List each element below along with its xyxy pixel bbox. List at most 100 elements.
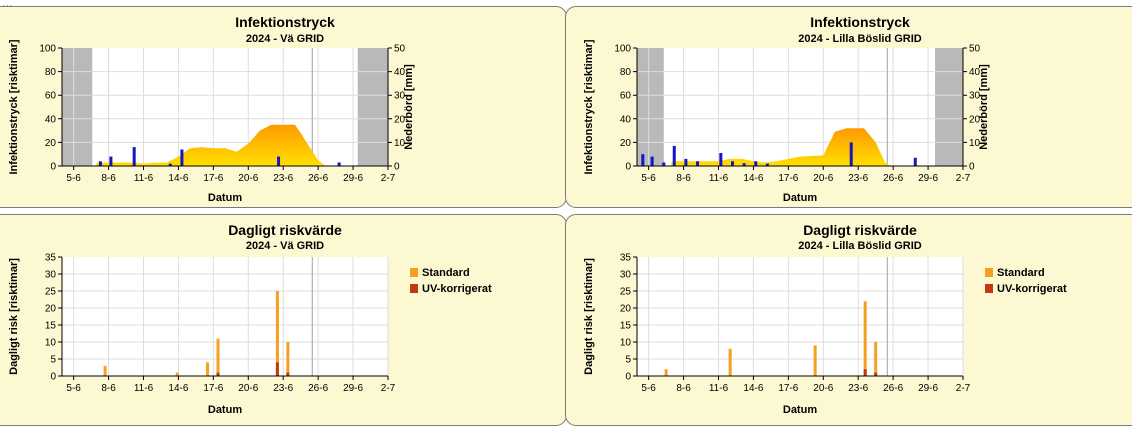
precipitation-bar [684, 158, 688, 166]
standard-bar [728, 348, 732, 376]
precipitation-bar [168, 163, 172, 166]
x-tick-label: 29-6 [918, 173, 938, 184]
x-tick-label: 17-6 [778, 383, 798, 394]
y-tick-label: 20 [620, 138, 632, 149]
y-tick-label: 15 [45, 321, 57, 332]
precipitation-bar [719, 153, 723, 166]
standard-bar [216, 338, 220, 376]
precipitation-bar [98, 161, 102, 166]
x-tick-label: 5-6 [66, 383, 81, 394]
daily-risk-panel-lilla-boslid: 0 5 10 15 20 25 30 35 5-6 8-6 11-6 14-6 17-6 20-6 23-6… [565, 214, 1132, 426]
x-tick-label: 23-6 [273, 383, 293, 394]
y-tick-label: 40 [45, 114, 57, 125]
x-tick-label: 8-6 [101, 173, 116, 184]
precipitation-bar [696, 161, 700, 166]
y-tick-label: 0 [50, 372, 56, 383]
plot-area [62, 257, 388, 376]
legend-label-standard: Standard [997, 267, 1045, 279]
precipitation-bar [730, 161, 734, 166]
x-tick-label: 26-6 [883, 383, 903, 394]
x-tick-label: 26-6 [308, 173, 328, 184]
y-axis-title: Infektionstryck [risktimar] [8, 39, 20, 174]
legend-swatch-uv [410, 284, 418, 293]
y2-axis-title: Nederbörd [mm] [978, 64, 990, 150]
y-tick-label: 0 [50, 162, 56, 173]
infection-pressure-panel-lilla-boslid: 0 20 40 60 80 100 0 10 20 30 40 50 5-6 8-6 11-6 14-6 17-… [565, 6, 1132, 208]
y2-tick-label: 40 [969, 67, 981, 78]
legend-swatch-standard [410, 268, 418, 277]
standard-bar [206, 362, 210, 376]
x-tick-label: 11-6 [134, 173, 154, 184]
precipitation-bar [180, 149, 184, 166]
y-tick-label: 20 [620, 304, 632, 315]
y2-tick-label: 0 [969, 162, 975, 173]
y2-tick-label: 10 [394, 138, 406, 149]
chart-subtitle: 2024 - Lilla Böslid GRID [798, 33, 922, 45]
plot-area [62, 48, 388, 166]
infection-pressure-panel-va: 0 20 40 60 80 100 0 10 20 30 40 50 5-6 8-6 11-6 14-6 17-… [0, 6, 567, 208]
y-tick-label: 10 [620, 338, 632, 349]
daily-risk-chart-va: 0 5 10 15 20 25 30 35 5-6 8-6 11-6 14-6 17-6 20-6 23-6… [8, 222, 492, 416]
precipitation-bar [641, 154, 645, 166]
precipitation-bar [849, 142, 853, 166]
chart-title: Infektionstryck [810, 14, 910, 30]
x-tick-label: 5-6 [641, 383, 656, 394]
y2-tick-label: 20 [969, 114, 981, 125]
precipitation-bar [765, 163, 769, 166]
precipitation-bar [672, 145, 676, 166]
plot-area [637, 48, 963, 166]
y-tick-label: 80 [620, 67, 632, 78]
y-tick-label: 25 [620, 287, 632, 298]
shaded-range-1 [357, 48, 388, 166]
legend-label-uv: UV-korrigerat [422, 283, 492, 295]
precipitation-bar [650, 156, 654, 166]
x-tick-label: 23-6 [848, 383, 868, 394]
standard-bar [175, 372, 179, 376]
x-tick-label: 26-6 [883, 173, 903, 184]
x-tick-label: 23-6 [273, 173, 293, 184]
uv-corrected-bar [275, 362, 279, 376]
y2-tick-label: 40 [394, 67, 406, 78]
x-tick-label: 8-6 [676, 173, 691, 184]
y-tick-label: 100 [39, 44, 56, 55]
x-tick-label: 8-6 [676, 383, 691, 394]
x-axis-title: Datum [783, 404, 817, 416]
standard-bar [874, 342, 878, 376]
chart-subtitle: 2024 - Vä GRID [246, 33, 324, 45]
x-tick-label: 2-7 [381, 173, 396, 184]
y2-tick-label: 50 [969, 44, 981, 55]
x-tick-label: 20-6 [238, 173, 258, 184]
x-tick-label: 11-6 [709, 383, 729, 394]
precipitation-bar [132, 147, 136, 166]
x-tick-label: 23-6 [848, 173, 868, 184]
x-tick-label: 14-6 [168, 383, 188, 394]
x-tick-label: 8-6 [101, 383, 116, 394]
x-tick-label: 20-6 [238, 383, 258, 394]
x-tick-label: 5-6 [641, 173, 656, 184]
y-tick-label: 5 [625, 355, 631, 366]
y-axis-title: Infektionstryck [risktimar] [583, 39, 595, 174]
y-tick-label: 20 [45, 138, 57, 149]
legend-swatch-uv [985, 284, 993, 293]
x-tick-label: 17-6 [778, 173, 798, 184]
y-tick-label: 5 [50, 355, 56, 366]
x-tick-label: 17-6 [203, 383, 223, 394]
y-tick-label: 10 [45, 338, 57, 349]
standard-bar [275, 291, 279, 376]
y-tick-label: 60 [620, 91, 632, 102]
x-tick-label: 29-6 [343, 383, 363, 394]
standard-bar [813, 345, 817, 376]
standard-bar [863, 301, 867, 376]
precipitation-bar [662, 162, 666, 166]
uv-corrected-bar [286, 372, 290, 376]
legend-swatch-standard [985, 268, 993, 277]
y-tick-label: 60 [45, 91, 57, 102]
x-tick-label: 17-6 [203, 173, 223, 184]
x-tick-label: 14-6 [743, 173, 763, 184]
standard-bar [286, 342, 290, 376]
x-tick-label: 29-6 [343, 173, 363, 184]
uv-corrected-bar [874, 372, 878, 376]
y-tick-label: 35 [45, 253, 57, 264]
x-tick-label: 29-6 [918, 383, 938, 394]
x-tick-label: 2-7 [956, 383, 971, 394]
